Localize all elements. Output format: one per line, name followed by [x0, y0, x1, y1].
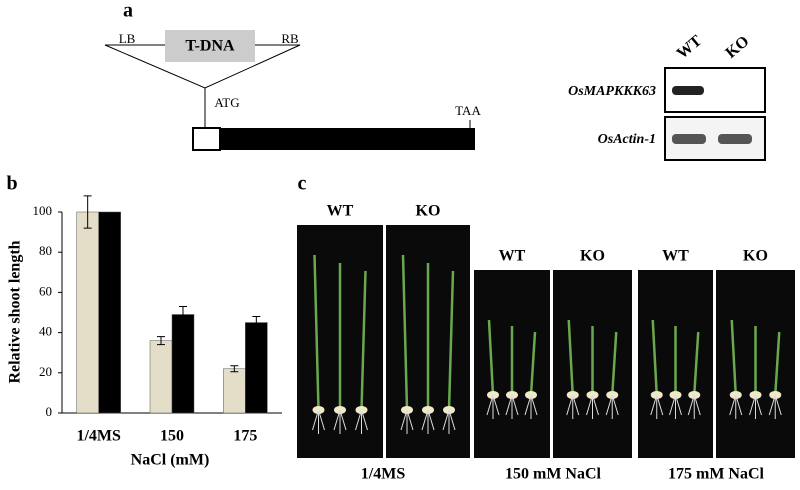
utr — [192, 127, 221, 151]
x-tick-label: 175 — [233, 428, 257, 445]
root — [749, 394, 762, 419]
root — [333, 409, 347, 434]
shoot — [611, 331, 618, 396]
lane-label: WT — [662, 248, 689, 265]
tdna-box — [165, 30, 255, 62]
bar — [76, 211, 99, 414]
root — [312, 409, 325, 434]
y-tick-label: 100 — [33, 203, 53, 218]
panel-label: a — [123, 0, 133, 22]
caption: 150 mM NaCl — [505, 466, 602, 483]
band — [672, 134, 706, 144]
start-codon: ATG — [214, 95, 239, 110]
y-tick-label: 0 — [46, 404, 53, 419]
root — [355, 409, 368, 434]
lane-label: WT — [327, 203, 354, 220]
root — [669, 394, 682, 419]
root — [729, 394, 743, 419]
band — [672, 86, 704, 95]
shoot — [651, 319, 658, 396]
root — [586, 394, 599, 419]
shoot — [567, 319, 574, 396]
shoot — [447, 270, 455, 411]
caption: 1/4MS — [361, 466, 406, 483]
y-tick-label: 20 — [39, 364, 52, 379]
lane-label: KO — [722, 33, 752, 62]
y-tick-label: 60 — [39, 283, 52, 298]
panel-label: b — [6, 173, 17, 195]
error-bar — [179, 305, 187, 324]
x-axis-label: NaCl (mM) — [131, 452, 210, 469]
error-bar — [83, 195, 92, 229]
root — [605, 394, 619, 419]
lane-label: KO — [416, 203, 441, 220]
rb-label: RB — [281, 31, 299, 46]
shoot — [313, 254, 320, 411]
band — [718, 134, 752, 144]
shoot — [774, 331, 781, 396]
error-bar — [230, 365, 239, 373]
stop-codon: TAA — [455, 103, 481, 118]
gene-label: OsMAPKKK63 — [568, 84, 656, 99]
shoot — [529, 331, 537, 396]
y-tick-label: 40 — [39, 324, 52, 339]
bar — [245, 322, 268, 414]
error-bar — [252, 316, 261, 330]
root — [524, 394, 538, 419]
root — [650, 394, 664, 419]
caption: 175 mM NaCl — [668, 466, 765, 483]
bar — [223, 368, 246, 414]
lane-label: KO — [743, 248, 768, 265]
lb-label: LB — [119, 31, 136, 46]
y-tick-label: 80 — [39, 243, 52, 258]
lane-label: WT — [499, 248, 526, 265]
root — [442, 409, 456, 434]
bar — [98, 211, 121, 414]
x-tick-label: 1/4MS — [76, 428, 121, 445]
gene-body — [220, 128, 475, 150]
root — [687, 394, 701, 419]
error-bar — [157, 336, 165, 346]
lane-label: KO — [580, 248, 605, 265]
root — [566, 394, 580, 419]
shoot — [487, 319, 495, 396]
gene-label: OsActin-1 — [598, 132, 656, 147]
shoot — [401, 254, 409, 411]
tdna-label: T-DNA — [185, 38, 235, 55]
lane-label: WT — [674, 32, 706, 62]
shoot — [730, 319, 737, 396]
root — [421, 409, 435, 434]
x-tick-label: 150 — [160, 428, 184, 445]
root — [505, 394, 519, 419]
y-axis-label: Relative shoot length — [7, 240, 24, 383]
root — [486, 394, 500, 419]
root — [768, 394, 782, 419]
bar — [171, 314, 195, 414]
panel-label: c — [298, 173, 307, 195]
shoot — [360, 270, 367, 411]
shoot — [693, 331, 700, 396]
bar — [149, 340, 173, 414]
root — [400, 409, 414, 434]
